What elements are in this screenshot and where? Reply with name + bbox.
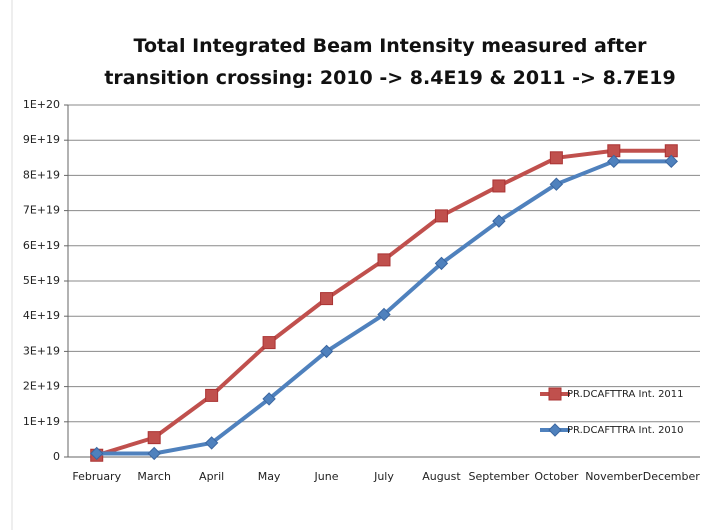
data-point xyxy=(319,344,334,359)
data-point xyxy=(90,446,104,461)
x-tick-label: March xyxy=(137,470,171,483)
data-point xyxy=(147,446,161,461)
x-tick-label: December xyxy=(643,470,701,483)
series-line xyxy=(96,148,672,458)
series-line xyxy=(96,159,672,456)
data-point xyxy=(377,253,391,267)
legend-marker xyxy=(548,387,562,401)
y-tick-label: 7E+19 xyxy=(23,204,60,217)
x-tick-label: August xyxy=(422,470,461,483)
data-point xyxy=(434,209,448,223)
data-point xyxy=(492,214,506,228)
data-point xyxy=(434,256,449,271)
y-tick-label: 8E+19 xyxy=(23,168,60,181)
y-tick-label: 1E+19 xyxy=(23,415,60,428)
data-point xyxy=(205,388,219,402)
data-point xyxy=(320,292,334,306)
x-tick-label: November xyxy=(585,470,643,483)
data-point xyxy=(204,436,219,450)
data-point xyxy=(147,431,161,445)
y-tick-label: 1E+20 xyxy=(23,98,60,111)
chart-title: Total Integrated Beam Intensity measured… xyxy=(104,35,676,89)
data-point xyxy=(607,154,621,169)
x-tick-label: April xyxy=(199,470,224,483)
x-tick-label: February xyxy=(72,470,121,483)
y-tick-label: 0 xyxy=(53,450,60,463)
x-tick-label: September xyxy=(469,470,530,483)
data-point xyxy=(262,392,276,406)
data-point xyxy=(549,177,564,191)
x-tick-label: July xyxy=(373,470,394,483)
data-point xyxy=(549,151,563,165)
data-point xyxy=(492,179,506,193)
data-point xyxy=(664,154,678,169)
data-point xyxy=(262,336,276,350)
legend-label: PR.DCAFTTRA Int. 2011 xyxy=(567,389,684,400)
x-tick-label: May xyxy=(258,470,281,483)
data-point xyxy=(377,307,391,322)
legend-label: PR.DCAFTTRA Int. 2010 xyxy=(567,425,684,436)
y-tick-label: 6E+19 xyxy=(23,239,60,252)
legend-marker xyxy=(548,423,562,437)
x-tick-label: June xyxy=(314,470,339,483)
y-tick-label: 9E+19 xyxy=(23,133,60,146)
y-tick-label: 2E+19 xyxy=(23,380,60,393)
y-tick-label: 5E+19 xyxy=(23,274,60,287)
y-tick-label: 4E+19 xyxy=(23,309,60,322)
x-tick-label: October xyxy=(534,470,578,483)
y-tick-label: 3E+19 xyxy=(23,344,60,357)
